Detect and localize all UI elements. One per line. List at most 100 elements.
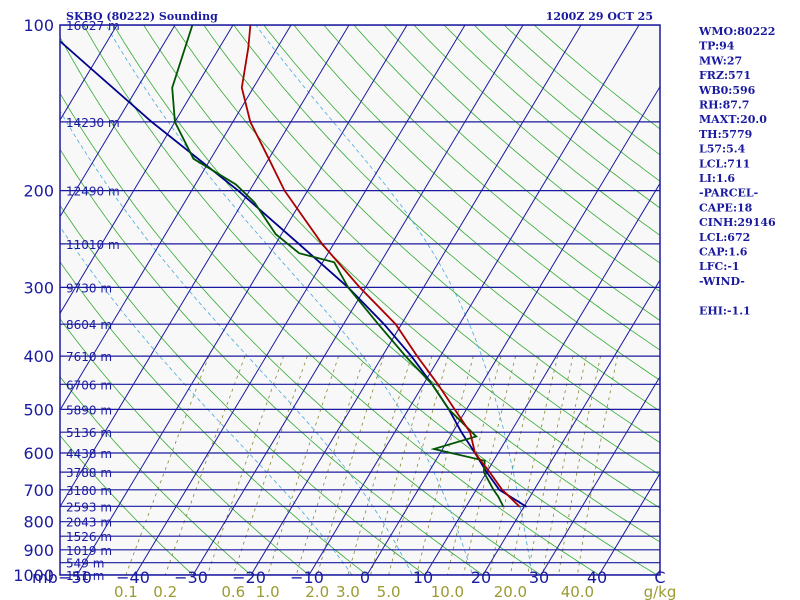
pressure-unit-label: mb [32,568,58,587]
mixing-ratio-line [557,356,601,575]
mixing-ratio-label: 10.0 [431,583,464,600]
mixing-ratio-line [370,355,433,575]
station-title: SKBO (80222) Sounding [66,10,218,23]
pressure-tick-label: 1000 [13,566,54,585]
sidebar-index: LFC:-1 [699,260,740,273]
height-label: 3180 m [66,484,112,498]
sidebar-index: LI:1.6 [699,172,735,185]
pressure-tick-label: 900 [23,541,54,560]
sidebar-index: RH:87.7 [699,99,749,112]
mixing-ratio-line [164,355,246,575]
isotherm [366,85,660,575]
isotherm [60,25,234,315]
sidebar-index: MAXT:20.0 [699,113,767,126]
dry-adiabat [60,261,368,575]
isotherm [540,375,660,575]
pressure-tick-label: 800 [23,513,54,532]
height-label: 2043 m [66,516,112,530]
isotherm [308,25,640,575]
mixing-ratio-label: 0.2 [153,583,177,600]
isotherm [60,25,350,508]
height-label: 1019 m [66,544,112,558]
mixing-ratio-line [542,356,587,575]
dry-adiabat [173,25,660,476]
height-label: 16627 m [66,19,120,33]
sidebar-index: EHI:-1.1 [699,304,751,317]
isotherm [60,25,118,122]
temperature-tick-label: 10 [413,568,433,587]
height-label: 549 m [66,557,104,571]
pressure-tick-label: 200 [23,182,54,201]
sidebar-index: CAPE:18 [699,201,753,214]
sounding-profiles [60,25,528,508]
temperature-tick-label: 30 [529,568,549,587]
sidebar-index: -WIND- [699,275,745,288]
isotherm [482,279,660,575]
dry-adiabat [60,376,252,575]
mixing-ratio-line [576,356,618,575]
pressure-tick-label: 600 [23,444,54,463]
sidebar-index: -PARCEL- [699,187,758,200]
dry-adiabat [233,25,660,412]
isotherm [134,25,466,575]
height-label: 8604 m [66,318,112,332]
parcel-profile [60,40,528,508]
mixing-ratio-label: 0.1 [114,583,138,600]
dry-adiabat [383,25,660,264]
temperature-tick-label: 0 [360,568,370,587]
mixing-ratio-label: 0.6 [221,583,245,600]
sidebar-index: LCL:672 [699,231,750,244]
plot-frame [59,24,661,576]
isotherm [76,25,408,575]
temperature-tick-label: −40 [116,568,150,587]
temperature-tick-label: 40 [587,568,607,587]
mixing-ratio-label: 1.0 [256,583,280,600]
mixing-ratio-line [509,356,558,575]
isotherm [598,472,660,575]
temperature-tick-label: −50 [58,568,92,587]
mixing-ratio-line [347,355,412,575]
mixing-ratio-line [388,355,449,575]
dry-adiabat [473,25,660,182]
mixing-ratio-line [316,355,384,575]
mixing-ratio-label: 20.0 [494,583,527,600]
height-label: 5136 m [66,426,112,440]
grid-lines [60,25,660,575]
height-label: 2593 m [66,500,112,514]
moist-adiabat [60,110,413,575]
dry-adiabat [533,25,660,130]
dry-adiabat [60,36,600,575]
height-label: 14230 m [66,116,120,130]
sidebar-index: CINH:29146 [699,216,776,229]
mixing-ratio-line [295,355,365,575]
sidebar-index: MW:27 [699,54,742,67]
mixing-ratio-line [463,356,516,575]
temperature-tick-label: 20 [471,568,491,587]
isotherm [60,25,176,218]
dry-adiabat [203,25,660,444]
sidebar-index: WMO:80222 [698,25,775,38]
isotherm [192,25,524,575]
dry-adiabat [293,25,660,351]
mixing-ratio-label: 40.0 [561,583,594,600]
mixing-ratio-line [125,355,210,575]
dry-adiabat [323,25,660,321]
temperature-tick-label: −20 [232,568,266,587]
mixing-ratio-line [446,356,502,575]
height-label: 6706 m [66,378,112,392]
temperature-tick-label: −30 [174,568,208,587]
temperature-tick-label: C [654,568,665,587]
height-label: 111 m [66,569,104,583]
height-label: 7610 m [66,350,112,364]
pressure-tick-label: 500 [23,400,54,419]
moist-adiabat [60,225,353,575]
mixing-ratio-line [489,356,540,575]
dry-adiabat [353,25,660,292]
mixing-ratio-label: 5.0 [377,583,401,600]
height-label: 5890 m [66,403,112,417]
pressure-tick-label: 400 [23,347,54,366]
isotherm [424,182,660,575]
dry-adiabat [60,434,194,575]
dry-adiabat [413,25,660,236]
